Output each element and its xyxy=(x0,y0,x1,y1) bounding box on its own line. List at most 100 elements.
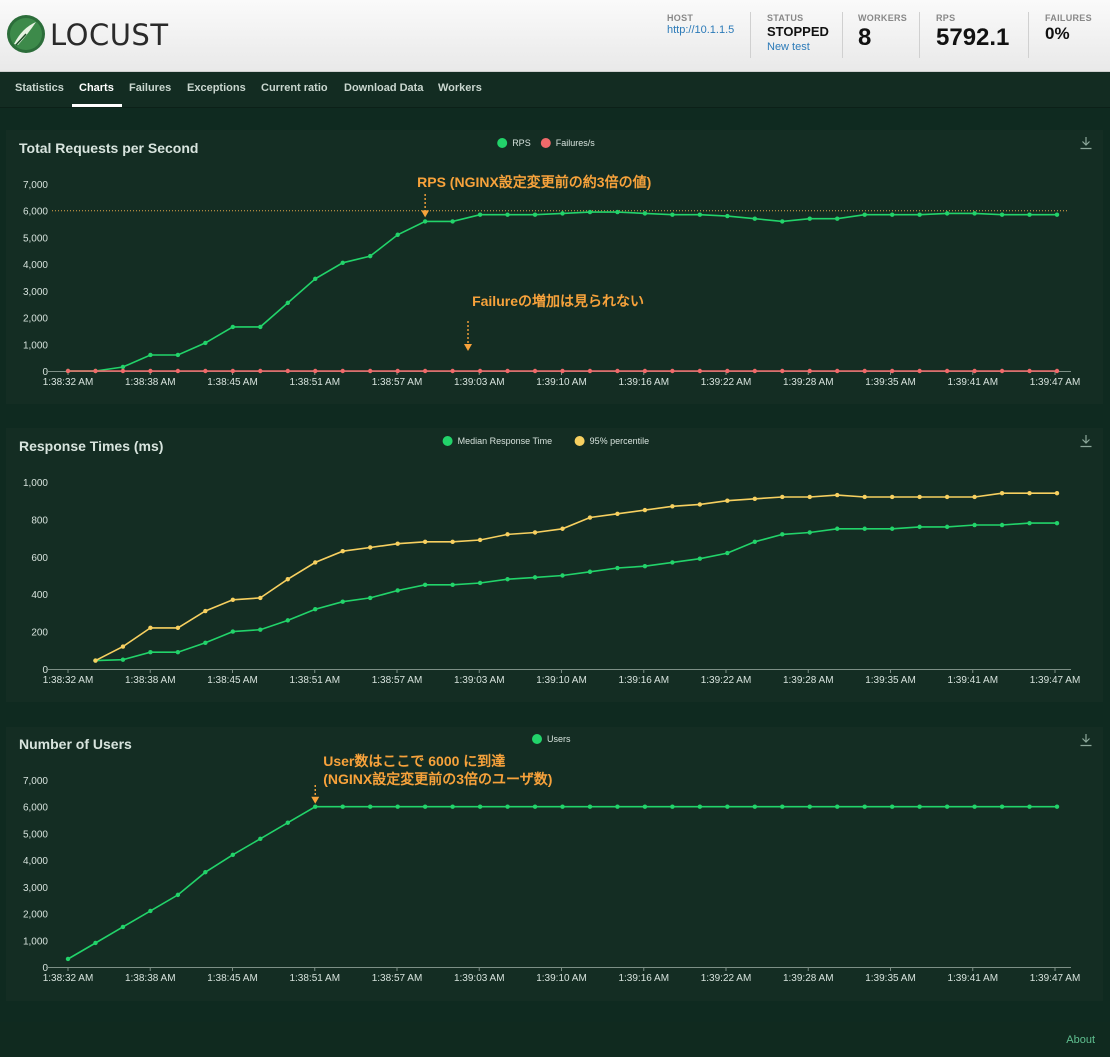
data-point xyxy=(615,368,620,374)
tab-exceptions[interactable]: Exceptions xyxy=(187,82,246,94)
data-point xyxy=(752,216,758,221)
data-point xyxy=(972,368,977,374)
data-point xyxy=(807,216,812,221)
data-point xyxy=(972,211,977,216)
x-tick-label: 1:39:35 AM xyxy=(865,377,916,388)
data-point xyxy=(587,569,593,574)
data-point xyxy=(450,582,455,588)
download-icon[interactable] xyxy=(1079,136,1093,150)
data-point xyxy=(999,804,1005,809)
y-tick-label: 4,000 xyxy=(23,260,48,271)
data-point xyxy=(807,368,812,374)
data-point xyxy=(532,530,538,535)
data-point xyxy=(999,522,1005,528)
tab-current-ratio[interactable]: Current ratio xyxy=(261,82,328,94)
rps-stat: RPS 5792.1 xyxy=(936,13,1009,52)
data-point xyxy=(175,649,181,655)
tab-bar: Statistics Charts Failures Exceptions Cu… xyxy=(0,72,1110,108)
x-tick-label: 1:39:10 AM xyxy=(536,973,587,984)
data-point xyxy=(1027,491,1032,496)
divider xyxy=(919,12,920,58)
data-point xyxy=(972,494,977,500)
data-point xyxy=(642,368,648,374)
data-point xyxy=(258,595,263,601)
y-tick-label: 3,000 xyxy=(23,883,48,894)
data-point xyxy=(367,253,373,259)
tab-download-data[interactable]: Download Data xyxy=(344,82,424,94)
data-point xyxy=(285,618,290,623)
download-icon[interactable] xyxy=(1079,434,1093,448)
data-point xyxy=(532,575,538,580)
host-link[interactable]: http://10.1.1.5 xyxy=(667,24,735,36)
y-tick-label: 4,000 xyxy=(23,856,48,867)
workers-value: 8 xyxy=(858,24,872,51)
tab-charts[interactable]: Charts xyxy=(79,82,114,94)
data-point xyxy=(203,368,208,374)
data-point xyxy=(752,804,758,809)
data-point xyxy=(889,804,895,809)
data-point xyxy=(148,368,153,374)
data-point xyxy=(505,212,510,217)
x-tick-label: 1:38:45 AM xyxy=(207,377,258,388)
annotation-arrowhead xyxy=(464,344,472,351)
data-point xyxy=(1027,368,1032,374)
legend-label: RPS xyxy=(512,138,531,148)
y-tick-label: 1,000 xyxy=(23,340,48,351)
data-point xyxy=(340,548,345,554)
x-tick-label: 1:39:47 AM xyxy=(1030,973,1081,984)
data-point xyxy=(313,606,318,612)
data-point xyxy=(148,908,153,914)
rps-label: RPS xyxy=(936,13,956,23)
tab-statistics[interactable]: Statistics xyxy=(15,82,64,94)
data-point xyxy=(587,804,593,809)
workers-stat: WORKERS 8 xyxy=(858,13,907,52)
data-point xyxy=(93,658,98,663)
data-point xyxy=(560,526,565,531)
data-point xyxy=(587,209,593,215)
data-point xyxy=(889,368,895,374)
legend-marker xyxy=(532,734,542,744)
data-point xyxy=(889,526,895,531)
failures-value: 0% xyxy=(1045,24,1070,43)
new-test-link[interactable]: New test xyxy=(767,41,810,53)
data-point xyxy=(889,494,895,500)
tab-workers[interactable]: Workers xyxy=(438,82,482,94)
y-tick-label: 600 xyxy=(31,553,48,564)
tab-failures[interactable]: Failures xyxy=(129,82,172,94)
y-tick-label: 2,000 xyxy=(23,314,48,325)
data-point xyxy=(587,368,593,374)
data-point xyxy=(367,804,373,809)
download-icon[interactable] xyxy=(1079,733,1093,747)
data-point xyxy=(1054,520,1060,526)
annotation-arrowhead xyxy=(311,796,320,804)
data-point xyxy=(999,491,1005,496)
data-point xyxy=(670,504,675,509)
data-point xyxy=(560,573,565,578)
data-point xyxy=(367,368,373,374)
series-line xyxy=(67,805,1057,960)
series-line xyxy=(95,522,1057,662)
status-stat: STATUS STOPPED New test xyxy=(767,13,829,53)
x-tick-label: 1:39:47 AM xyxy=(1030,377,1081,388)
data-point xyxy=(587,515,593,520)
data-point xyxy=(450,539,455,545)
about-link[interactable]: About xyxy=(1066,1034,1095,1046)
data-point xyxy=(203,608,208,614)
data-point xyxy=(560,368,565,374)
locust-logo-icon xyxy=(7,15,45,53)
workers-label: WORKERS xyxy=(858,13,908,23)
y-tick-label: 800 xyxy=(31,515,48,526)
users-chart: 0 1,000 2,000 3,000 4,000 5,000 6,000 7,000 1:38… xyxy=(23,734,1081,984)
data-point xyxy=(505,532,510,537)
x-tick-label: 1:39:28 AM xyxy=(783,675,834,686)
chart-title: Response Times (ms) xyxy=(19,438,164,454)
x-tick-label: 1:38:38 AM xyxy=(125,675,176,686)
x-tick-label: 1:38:51 AM xyxy=(289,973,340,984)
data-point xyxy=(422,219,428,224)
data-point xyxy=(203,640,208,646)
x-tick-label: 1:39:03 AM xyxy=(454,973,505,984)
data-point xyxy=(725,368,730,374)
data-point xyxy=(1054,804,1060,809)
data-point xyxy=(450,804,455,809)
data-point xyxy=(395,804,400,809)
